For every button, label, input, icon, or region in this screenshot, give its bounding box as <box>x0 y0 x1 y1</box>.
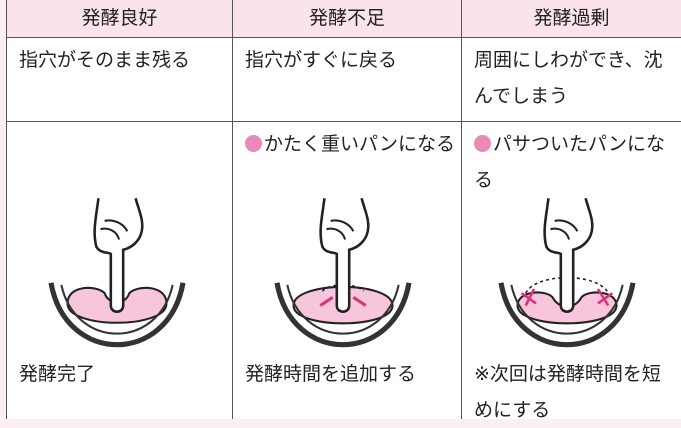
cell: 指穴がそのまま残る <box>6 38 233 122</box>
header-cell: 発酵不足 <box>233 0 462 38</box>
cell: パサついたパンになる ※次回は発酵時間を短めにする <box>462 122 681 421</box>
illustration <box>268 196 418 355</box>
header-cell: 発酵過剰 <box>462 0 681 38</box>
note: パサついたパンになる <box>474 126 675 198</box>
caption: 発酵時間を追加する <box>245 363 417 385</box>
cell: 発酵完了 <box>6 122 233 419</box>
illustration <box>42 196 192 355</box>
note: かたく重いパンになる <box>245 126 455 162</box>
caption: 発酵完了 <box>19 363 96 385</box>
page: 発酵良好 発酵不足 発酵過剰 指穴がそのまま残る 指穴がすぐに戻る 周囲にしわが… <box>0 0 681 419</box>
cell: 指穴がすぐに戻る <box>233 38 462 122</box>
illustration <box>492 196 642 355</box>
cell: 周囲にしわができ、沈んでしまう <box>462 38 681 122</box>
caption: ※次回は発酵時間を短めにする <box>474 363 661 421</box>
table: 発酵良好 発酵不足 発酵過剰 指穴がそのまま残る 指穴がすぐに戻る 周囲にしわが… <box>6 0 681 421</box>
header-cell: 発酵良好 <box>6 0 233 38</box>
cell: かたく重いパンになる 発酵時間を追加する <box>233 122 462 419</box>
